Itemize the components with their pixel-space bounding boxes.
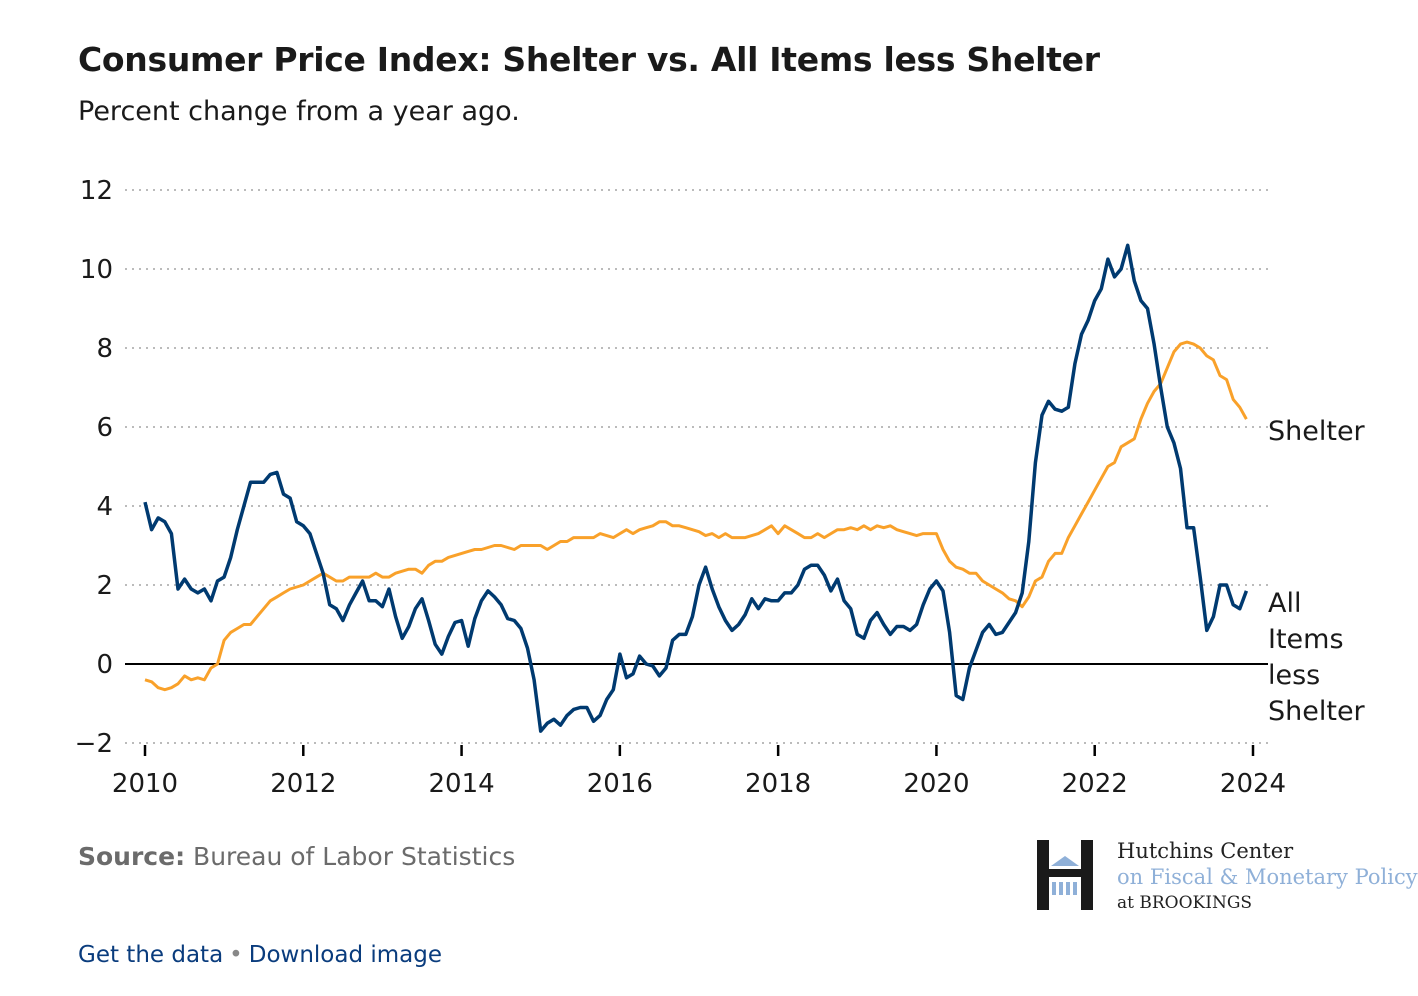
source-label: Source: [78, 842, 186, 871]
series-line-shelter [144, 340, 1248, 692]
source-note: Source: Bureau of Labor Statistics [78, 842, 515, 871]
logo-line-2: on Fiscal & Monetary Policy [1117, 865, 1418, 889]
chart-subtitle: Percent change from a year ago. [78, 96, 520, 127]
logo-line-3: at BROOKINGS [1117, 893, 1253, 913]
x-tick-label: 2024 [1220, 769, 1286, 799]
series-lines [143, 243, 1249, 733]
series-line-all-items-less-shelter [143, 243, 1249, 733]
y-tick-label: −2 [75, 729, 113, 759]
y-tick-label: 10 [80, 255, 113, 285]
series-label-word: All [1268, 588, 1301, 619]
series-label-all-items-less-shelter: All Items less Shelter [1268, 588, 1366, 727]
x-tick-label: 2022 [1062, 769, 1128, 799]
link-separator: • [229, 942, 243, 968]
gridlines [125, 189, 1268, 744]
x-tick-label: 2014 [428, 769, 494, 799]
download-image-link[interactable]: Download image [248, 942, 443, 968]
series-label-shelter: Shelter [1268, 416, 1366, 447]
y-tick-label: 6 [96, 413, 113, 443]
get-the-data-link[interactable]: Get the data [78, 942, 224, 968]
logo-text: Hutchins Center on Fiscal & Monetary Pol… [1117, 838, 1418, 916]
x-tick-label: 2020 [903, 769, 969, 799]
y-tick-label: 4 [96, 492, 113, 522]
x-tick-label: 2018 [745, 769, 811, 799]
source-text: Bureau of Labor Statistics [193, 842, 516, 871]
y-tick-label: 0 [96, 650, 113, 680]
x-tick-label: 2016 [587, 769, 653, 799]
chart-title: Consumer Price Index: Shelter vs. All It… [78, 40, 1100, 79]
y-tick-label: 8 [96, 334, 113, 364]
logo-line-1: Hutchins Center [1117, 839, 1294, 863]
series-label-word: Shelter [1268, 696, 1366, 727]
brookings-logo-icon [1037, 840, 1093, 910]
x-tick-label: 2012 [270, 769, 336, 799]
series-label-word: less [1268, 660, 1320, 691]
x-tick-label: 2010 [112, 769, 178, 799]
y-tick-label: 12 [80, 176, 113, 206]
x-axis: 2010 2012 2014 2016 2018 2020 2022 2024 [112, 745, 1286, 799]
line-chart: −2 0 2 4 6 8 10 12 2010 2012 2014 2016 2018 2020 2022… [75, 176, 1366, 799]
y-tick-label: 2 [96, 571, 113, 601]
y-axis: −2 0 2 4 6 8 10 12 [75, 176, 113, 759]
series-label-word: Items [1268, 624, 1344, 655]
footer-links: Get the data • Download image [78, 942, 442, 968]
